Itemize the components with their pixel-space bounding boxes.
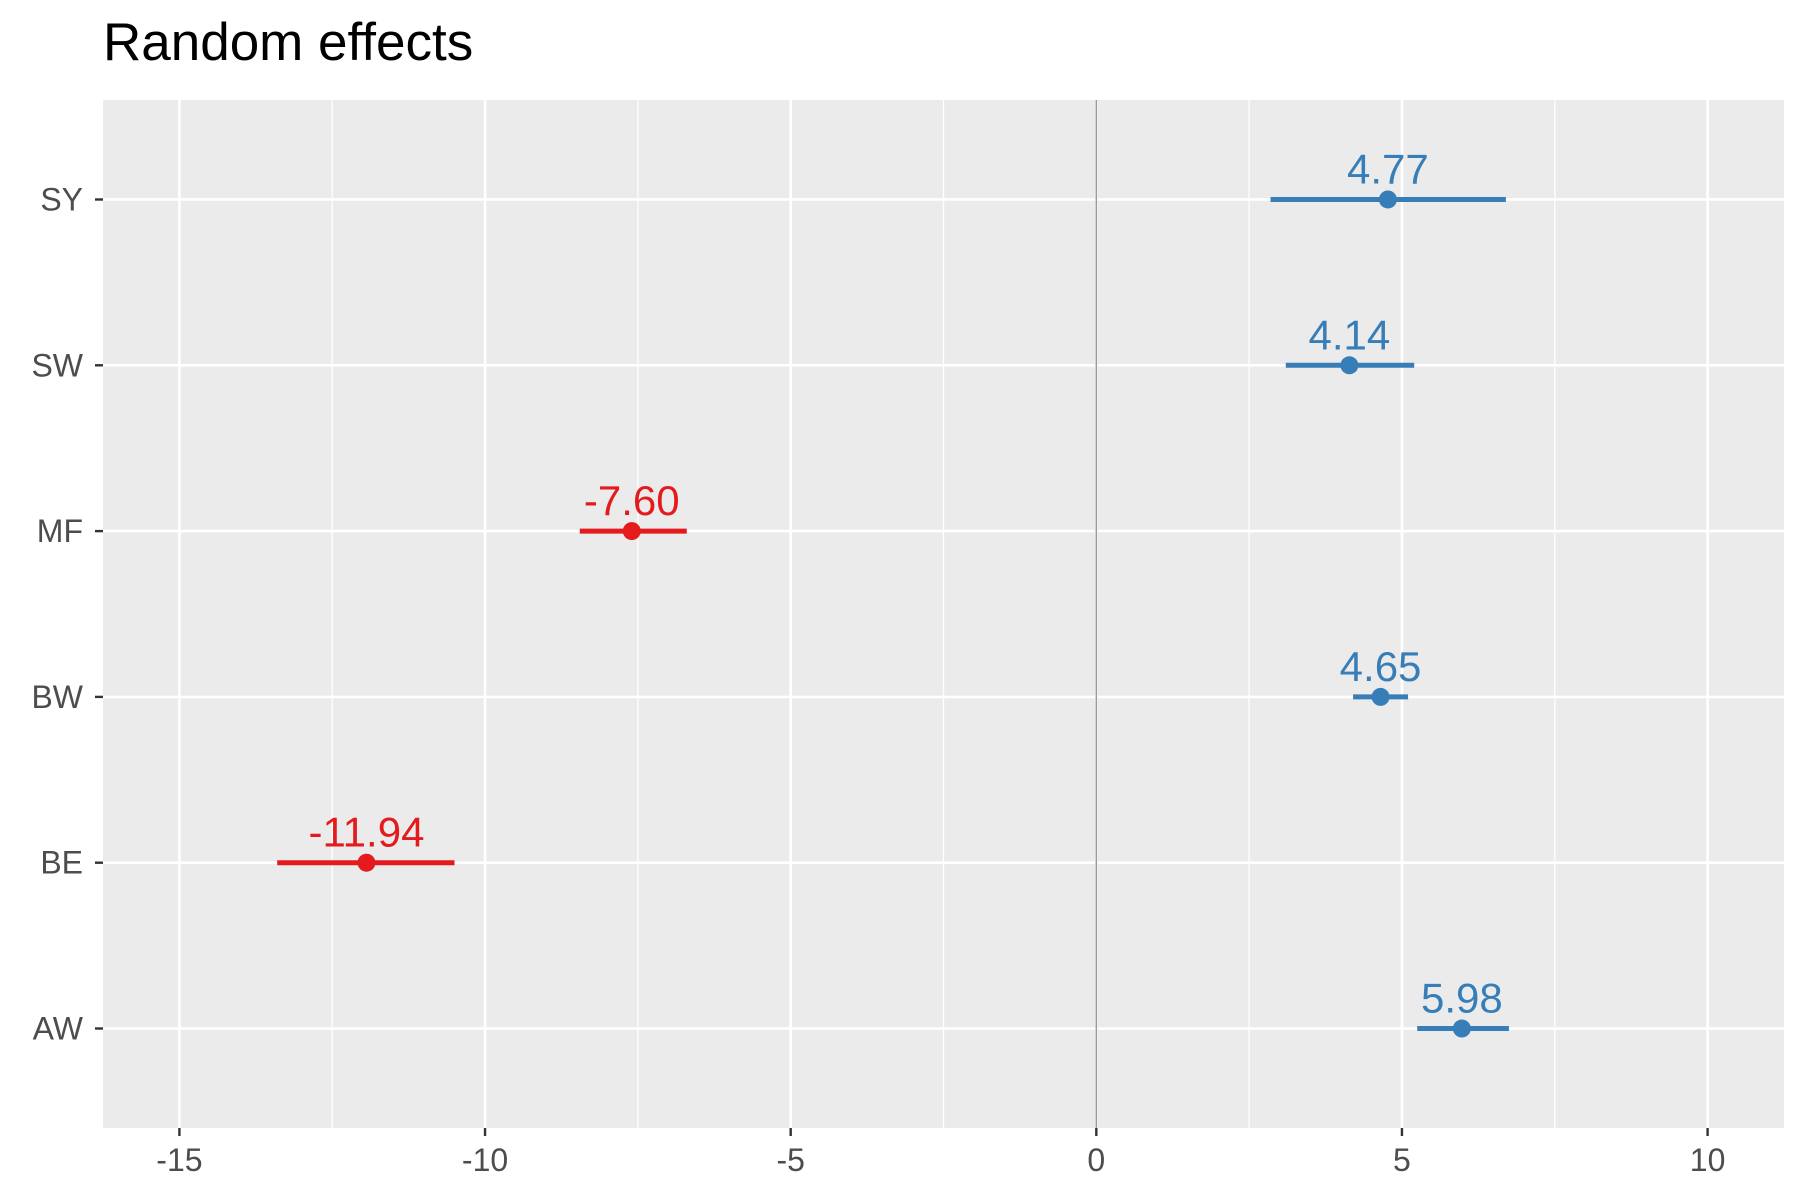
estimate-point — [357, 853, 376, 872]
estimate-label: 5.98 — [1421, 975, 1503, 1022]
estimate-point — [1452, 1019, 1471, 1038]
estimate-point — [622, 522, 641, 541]
estimate-label: 4.14 — [1309, 311, 1391, 358]
estimate-point — [1378, 190, 1397, 209]
estimate-label: -11.94 — [308, 809, 424, 856]
x-tick-label: -5 — [776, 1142, 804, 1178]
estimate-label: -7.60 — [584, 477, 680, 524]
y-tick-label: BE — [40, 845, 83, 881]
x-tick-label: -10 — [462, 1142, 508, 1178]
estimate-point — [1340, 356, 1359, 375]
estimate-marks: 4.77 4.14 -7.60 4.65 -11.94 5.98 — [277, 145, 1509, 1038]
estimate-point — [1371, 687, 1390, 706]
y-tick-label: AW — [33, 1011, 84, 1047]
y-tick-label: MF — [37, 513, 83, 549]
x-tick-label: 10 — [1690, 1142, 1726, 1178]
estimate-label: 4.65 — [1340, 643, 1422, 690]
x-tick-label: -15 — [156, 1142, 202, 1178]
x-tick-label: 5 — [1393, 1142, 1411, 1178]
estimate-label: 4.77 — [1347, 145, 1429, 192]
y-tick-label: BW — [31, 679, 83, 715]
chart-title: Random effects — [103, 13, 474, 72]
y-tick-label: SW — [31, 347, 83, 383]
x-axis: -15 -10 -5 0 5 10 — [156, 1128, 1725, 1178]
x-tick-label: 0 — [1087, 1142, 1105, 1178]
y-axis: SY SW MF BW BE AW — [31, 181, 103, 1047]
y-tick-label: SY — [40, 181, 83, 217]
